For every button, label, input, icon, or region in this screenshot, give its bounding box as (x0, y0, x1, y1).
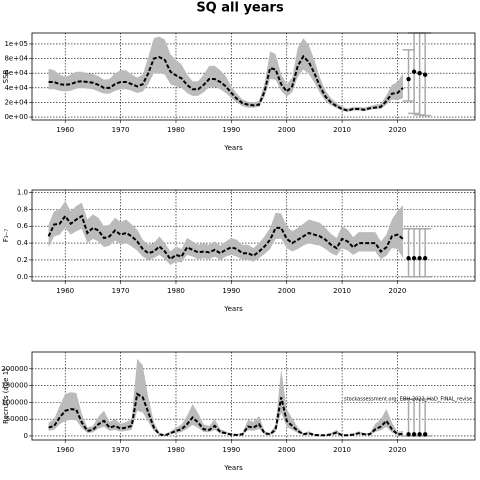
confidence-band (48, 200, 404, 265)
x-tick-label: 2000 (278, 126, 296, 134)
x-tick-label: 1960 (56, 126, 74, 134)
y-tick-label: 0e+00 (4, 113, 28, 121)
x-tick-label: 2010 (333, 126, 351, 134)
x-tick-label: 2010 (333, 287, 351, 295)
projection-point (417, 71, 422, 76)
projection-point (406, 76, 411, 82)
x-tick-label: 1970 (112, 126, 130, 134)
y-tick-label: 0.0 (17, 273, 28, 281)
y-tick-label: 150000 (1, 382, 28, 390)
x-tick-label: 1970 (112, 287, 130, 295)
confidence-band (48, 358, 404, 436)
annotation: stockassessment.org, EBH-2022_HaD_FINAL_… (344, 397, 472, 403)
estimate-line (48, 392, 404, 437)
y-tick-label: 100000 (1, 398, 28, 406)
x-tick-label: 1990 (222, 126, 240, 134)
x-tick-label: 1980 (167, 126, 185, 134)
x-tick-label: 2020 (389, 446, 407, 454)
y-tick-label: 4e+04 (4, 84, 28, 92)
y-tick-label: 2e+04 (4, 98, 28, 106)
y-axis-label: F₃₋₇ (2, 229, 10, 243)
y-tick-label: 0.6 (17, 222, 29, 230)
y-tick-label: 0.8 (17, 205, 28, 213)
projection-point (422, 256, 428, 261)
y-axis-label: Recruits (age 1) (2, 368, 10, 424)
projection-point (411, 69, 417, 74)
y-tick-label: 1e+05 (4, 40, 28, 48)
x-axis-label: Years (223, 464, 243, 472)
x-tick-label: 1970 (112, 446, 130, 454)
y-tick-label: 0.2 (17, 256, 28, 264)
projection-point (422, 432, 428, 437)
y-tick-label: 50000 (6, 415, 28, 423)
plot-frame (31, 351, 476, 441)
x-tick-label: 1990 (222, 446, 240, 454)
x-tick-label: 2000 (278, 287, 296, 295)
x-tick-label: 1960 (56, 287, 74, 295)
projection-point (406, 432, 411, 437)
y-axis-label: SSB (2, 69, 10, 83)
x-tick-label: 1960 (56, 446, 74, 454)
x-axis-label: Years (223, 144, 243, 152)
y-tick-label: 6e+04 (4, 69, 28, 77)
chart-title: SQ all years (196, 1, 284, 16)
projection-point (411, 432, 417, 437)
y-tick-label: 1.0 (17, 189, 28, 197)
projection-point (417, 432, 422, 437)
y-tick-label: 200000 (1, 365, 28, 373)
plot-frame (31, 32, 476, 121)
x-tick-label: 1980 (167, 446, 185, 454)
x-tick-label: 1980 (167, 287, 185, 295)
x-tick-label: 2000 (278, 446, 296, 454)
x-tick-label: 2020 (389, 287, 407, 295)
confidence-band (48, 36, 404, 112)
y-tick-label: 8e+04 (4, 55, 28, 63)
x-axis-label: Years (223, 305, 243, 313)
projection-point (417, 256, 422, 261)
y-tick-label: 0.4 (17, 239, 29, 247)
x-tick-label: 1990 (222, 287, 240, 295)
x-tick-label: 2020 (389, 126, 407, 134)
projection-point (411, 256, 417, 261)
y-tick-label: 0 (24, 432, 28, 440)
projection-point (422, 72, 428, 77)
estimate-line (48, 54, 404, 112)
plot-frame (31, 189, 476, 282)
x-tick-label: 2010 (333, 446, 351, 454)
projection-point (406, 256, 411, 261)
